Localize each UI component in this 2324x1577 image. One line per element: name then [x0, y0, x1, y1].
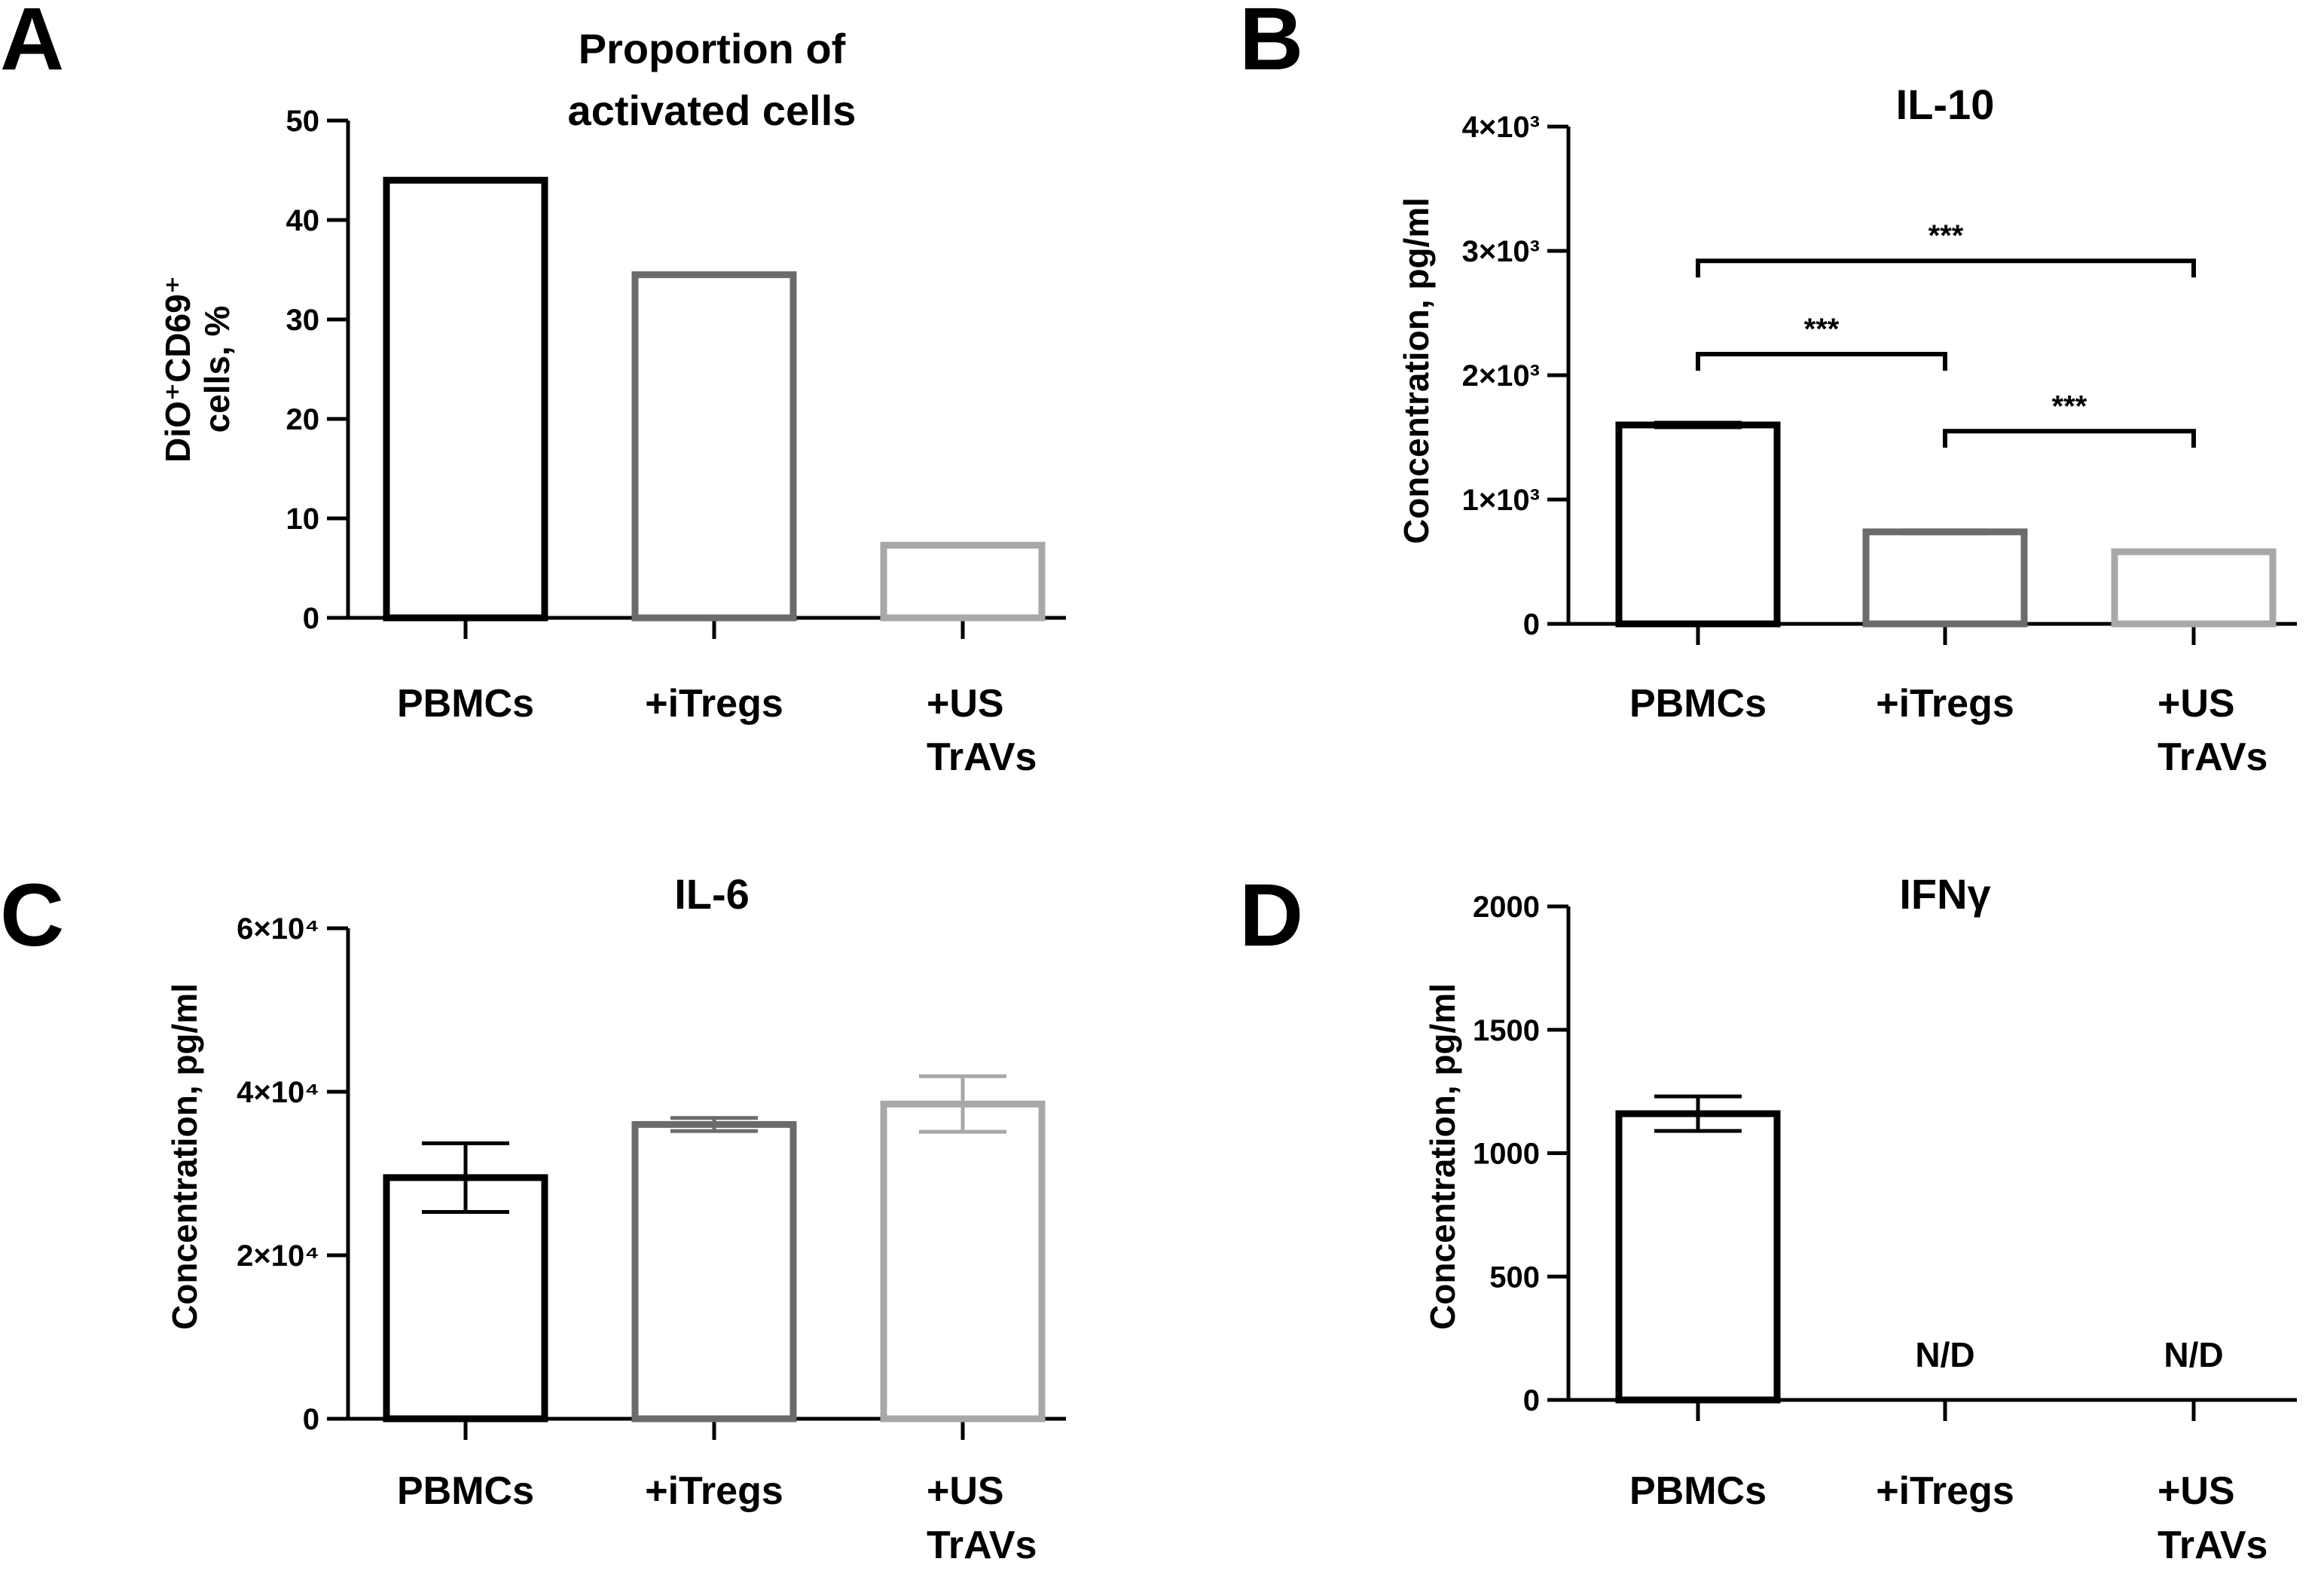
significance-bracket — [1696, 351, 1947, 371]
y-axis-label-line: cells, % — [197, 306, 237, 433]
chart-title: activated cells — [568, 87, 857, 134]
x-category-label: PBMCs — [1629, 682, 1767, 726]
y-tick-label: 0 — [303, 1403, 319, 1436]
significance-bracket — [1696, 258, 2196, 278]
y-tick-label: 0 — [303, 602, 319, 635]
bar — [880, 1100, 1046, 1423]
y-tick-label: 1500 — [1473, 1014, 1540, 1047]
y-axis-label-line: DiO⁺CD69⁺ — [158, 276, 197, 463]
y-tick-label: 20 — [286, 403, 320, 436]
y-axis-label: Concentration, pg/ml — [1423, 983, 1462, 1330]
x-category-label: PBMCs — [1629, 1469, 1767, 1513]
chart-title: Proportion of — [579, 25, 846, 72]
y-axis-label: Concentration, pg/ml — [165, 983, 204, 1330]
panel-letter: C — [0, 866, 64, 965]
chart-title: IFNγ — [1899, 870, 1990, 918]
panel-D: D IFNγ Concentration, pg/ml 0 500 1000 1500 200… — [1239, 866, 2297, 1567]
y-axis-label: DiO⁺CD69⁺ cells, % — [158, 276, 237, 463]
significance-label: *** — [1929, 219, 1964, 252]
not-detected-label: N/D — [1915, 1335, 1974, 1374]
bar — [1615, 1110, 1781, 1404]
bar — [2111, 548, 2277, 628]
chart-title: IL-10 — [1896, 81, 1995, 128]
bar — [383, 1174, 548, 1423]
panel-B: B IL-10 Concentration, pg/ml 0 1×10³ 2×10³ 3×1… — [1239, 0, 2297, 779]
panel-A: A Proportion of activated cells DiO⁺CD69⁺ ce… — [0, 0, 1066, 779]
y-tick-label: 2000 — [1473, 891, 1540, 924]
y-tick-label: 3×10³ — [1462, 235, 1540, 268]
x-category-label: +iTregs — [645, 682, 783, 726]
not-detected-label: N/D — [2164, 1335, 2223, 1374]
x-category-label: PBMCs — [397, 682, 534, 726]
significance-label: *** — [1804, 313, 1840, 346]
y-tick-label: 50 — [286, 105, 320, 138]
x-category-label: +iTregs — [645, 1469, 783, 1513]
significance-bracket — [1943, 429, 2196, 448]
y-tick-label: 2×10³ — [1462, 359, 1540, 393]
bar — [880, 542, 1046, 622]
y-axis-label: Concentration, pg/ml — [1397, 197, 1436, 544]
y-tick-label: 1000 — [1473, 1138, 1540, 1171]
y-tick-label: 30 — [286, 304, 320, 337]
x-category-label: +US — [927, 1469, 1004, 1513]
bar — [1862, 528, 2028, 628]
panel-letter: D — [1239, 866, 1303, 965]
y-tick-label: 2×10⁴ — [237, 1239, 319, 1273]
y-axis-label-line: Concentration, pg/ml — [1397, 197, 1436, 544]
y-axis-label-line: Concentration, pg/ml — [1423, 983, 1462, 1330]
y-tick-label: 1×10³ — [1462, 484, 1540, 517]
y-tick-label: 0 — [1523, 1384, 1540, 1417]
y-tick-label: 0 — [1523, 608, 1540, 641]
y-tick-label: 4×10⁴ — [237, 1076, 319, 1109]
bar — [1615, 421, 1781, 628]
x-category-label: +US — [2158, 682, 2235, 726]
y-tick-label: 4×10³ — [1462, 111, 1540, 144]
x-category-label: PBMCs — [397, 1469, 534, 1513]
x-category-label: TrAVs — [2158, 735, 2268, 779]
chart-title: IL-6 — [674, 870, 750, 918]
bar — [631, 271, 797, 622]
y-tick-label: 40 — [286, 204, 320, 237]
y-axis-label-line: Concentration, pg/ml — [165, 983, 204, 1330]
x-category-label: +iTregs — [1876, 1469, 2014, 1513]
panel-letter: B — [1239, 0, 1303, 89]
panel-C: C IL-6 Concentration, pg/ml 0 2×10⁴ 4×10⁴ 6×10… — [0, 866, 1066, 1567]
x-category-label: +US — [927, 682, 1004, 726]
panel-letter: A — [0, 0, 64, 89]
x-category-label: +US — [2158, 1469, 2235, 1513]
y-tick-label: 500 — [1489, 1261, 1540, 1294]
significance-label: *** — [2052, 390, 2087, 423]
y-tick-label: 6×10⁴ — [237, 912, 319, 946]
x-category-label: TrAVs — [927, 1524, 1037, 1567]
bar — [631, 1120, 797, 1423]
y-tick-label: 10 — [286, 503, 320, 536]
bar — [383, 176, 548, 622]
x-category-label: +iTregs — [1876, 682, 2014, 726]
x-category-label: TrAVs — [927, 735, 1037, 779]
x-category-label: TrAVs — [2158, 1524, 2268, 1567]
